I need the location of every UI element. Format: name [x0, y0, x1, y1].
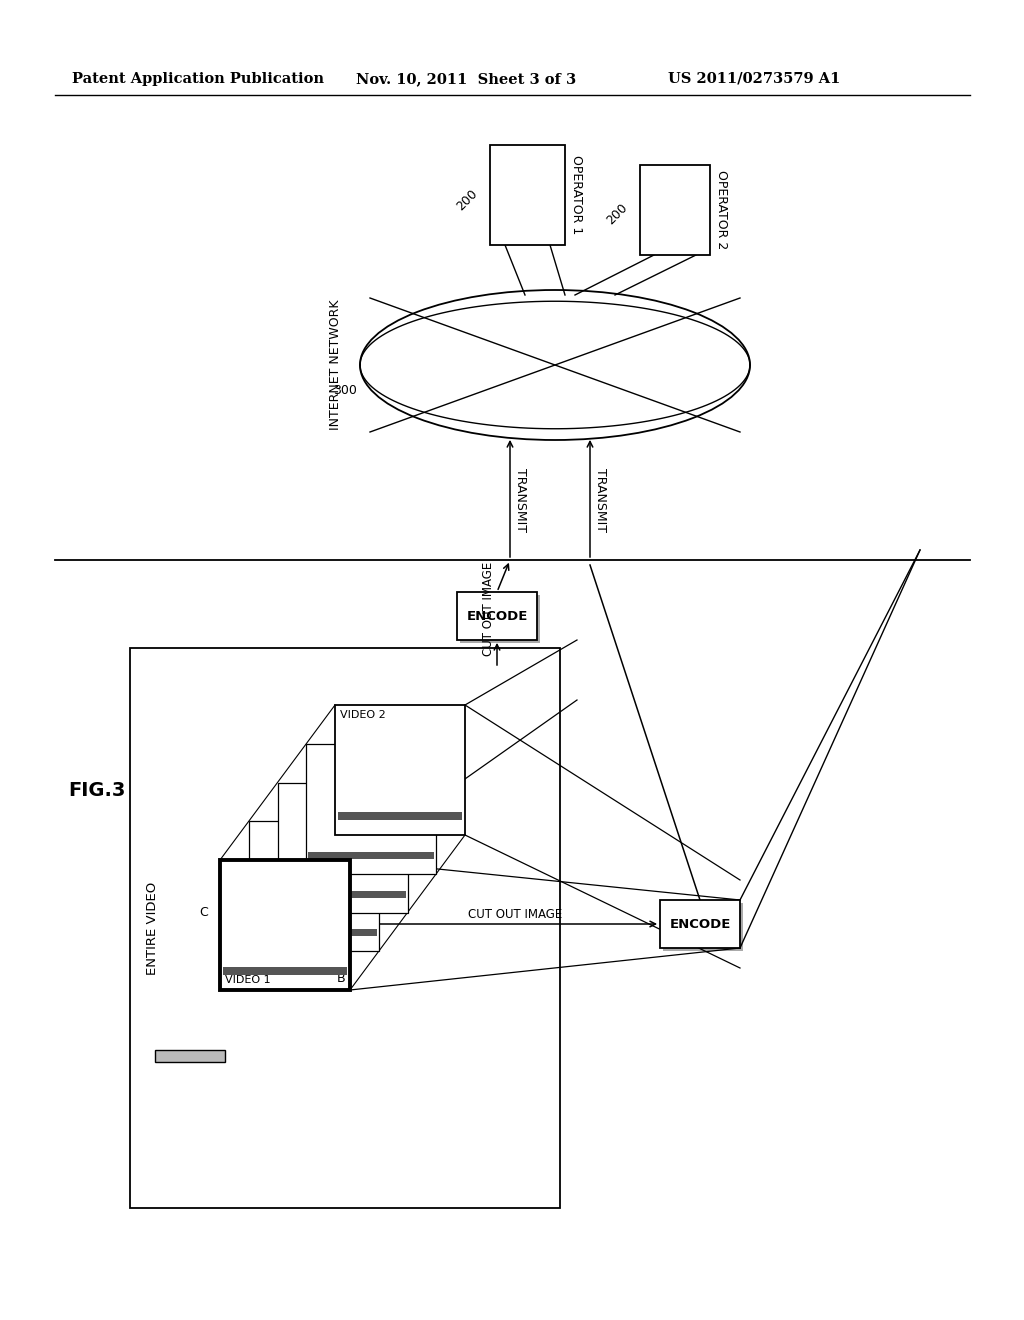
- Text: 200: 200: [454, 187, 480, 213]
- Bar: [220, 861, 350, 990]
- Text: INTERNET NETWORK: INTERNET NETWORK: [329, 300, 342, 430]
- Bar: [155, 1049, 225, 1063]
- Bar: [249, 821, 379, 952]
- Text: TRANSMIT: TRANSMIT: [594, 469, 607, 532]
- Text: VIDEO 1: VIDEO 1: [225, 975, 270, 985]
- Text: US 2011/0273579 A1: US 2011/0273579 A1: [668, 73, 841, 86]
- Text: CUT OUT IMAGE: CUT OUT IMAGE: [468, 908, 562, 921]
- Text: ENTIRE VIDEO: ENTIRE VIDEO: [145, 882, 159, 974]
- Text: OPERATOR 1: OPERATOR 1: [570, 156, 583, 235]
- Bar: [280, 891, 406, 898]
- Bar: [306, 743, 436, 874]
- Bar: [660, 900, 740, 948]
- Text: C: C: [200, 906, 208, 919]
- Bar: [251, 929, 377, 936]
- Text: B: B: [336, 972, 345, 985]
- Text: TRANSMIT: TRANSMIT: [514, 469, 527, 532]
- Bar: [640, 165, 710, 255]
- Bar: [335, 705, 465, 836]
- Text: VIDEO 2: VIDEO 2: [340, 710, 386, 719]
- Text: ENCODE: ENCODE: [466, 610, 527, 623]
- Bar: [663, 903, 743, 950]
- Ellipse shape: [360, 290, 750, 440]
- Text: FIG.3: FIG.3: [68, 780, 125, 800]
- Text: 200: 200: [604, 202, 630, 227]
- Bar: [460, 595, 540, 643]
- Bar: [278, 783, 408, 912]
- Text: 300: 300: [333, 384, 357, 396]
- Text: Nov. 10, 2011  Sheet 3 of 3: Nov. 10, 2011 Sheet 3 of 3: [356, 73, 577, 86]
- Bar: [308, 851, 434, 859]
- Text: CUT OUT IMAGE: CUT OUT IMAGE: [482, 562, 495, 656]
- Bar: [130, 648, 560, 1208]
- Text: ENCODE: ENCODE: [670, 917, 731, 931]
- Text: Patent Application Publication: Patent Application Publication: [72, 73, 324, 86]
- Bar: [490, 145, 565, 246]
- Bar: [223, 968, 347, 975]
- Bar: [457, 591, 537, 640]
- Text: OPERATOR 2: OPERATOR 2: [715, 170, 728, 249]
- Bar: [338, 812, 462, 820]
